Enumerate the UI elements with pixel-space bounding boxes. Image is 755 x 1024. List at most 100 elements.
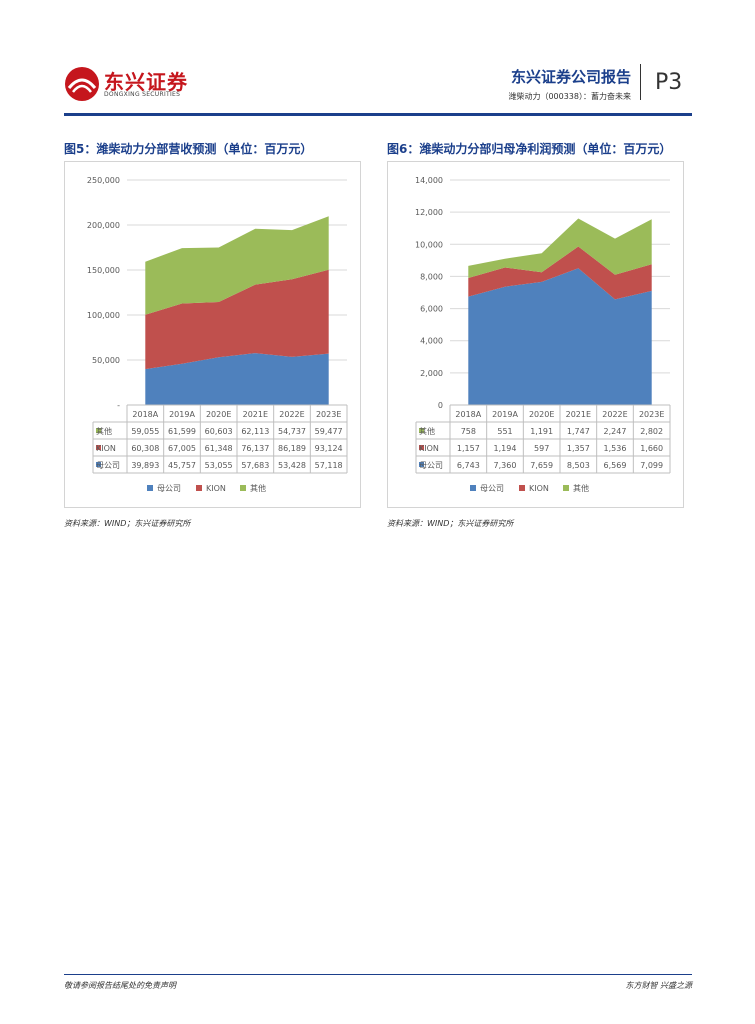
table-cell-value: 67,005 [168, 444, 196, 453]
table-cell-value: 6,569 [604, 461, 627, 470]
table-cell-value: 1,536 [604, 444, 627, 453]
figure-6-source: 资料来源：WIND；东兴证券研究所 [387, 519, 514, 528]
y-tick-label: 10,000 [415, 240, 443, 249]
table-legend-key [419, 428, 424, 433]
x-category-label: 2023E [316, 410, 341, 419]
x-category-label: 2023E [639, 410, 664, 419]
table-cell-value: 758 [461, 427, 476, 436]
table-legend-key [419, 445, 424, 450]
table-cell-value: 8,503 [567, 461, 590, 470]
table-legend-key [96, 462, 101, 467]
legend-swatch [563, 485, 569, 491]
x-category-label: 2022E [279, 410, 304, 419]
x-category-label: 2020E [529, 410, 554, 419]
table-cell-value: 59,055 [131, 427, 159, 436]
legend-label: KION [206, 484, 226, 493]
table-cell-value: 61,348 [205, 444, 233, 453]
table-cell-value: 57,683 [241, 461, 269, 470]
table-legend-key [96, 428, 101, 433]
figure-5-source: 资料来源：WIND；东兴证券研究所 [64, 519, 191, 528]
area-series-kion [145, 269, 329, 370]
legend-label: 母公司 [480, 484, 504, 493]
legend-label: 其他 [573, 483, 589, 493]
table-row-label: 母公司 [96, 461, 120, 470]
table-legend-key [419, 462, 424, 467]
x-category-label: 2020E [206, 410, 231, 419]
table-cell-value: 551 [497, 427, 512, 436]
table-cell-value: 86,189 [278, 444, 306, 453]
table-row-label: 其他 [96, 426, 112, 436]
x-category-label: 2021E [566, 410, 591, 419]
table-cell-value: 59,477 [315, 427, 343, 436]
x-category-label: 2022E [602, 410, 627, 419]
y-tick-label: 50,000 [92, 356, 120, 365]
x-category-label: 2021E [243, 410, 268, 419]
report-type: 东兴证券公司报告 [510, 68, 631, 86]
table-cell-value: 7,360 [494, 461, 517, 470]
table-cell-value: 53,428 [278, 461, 306, 470]
table-cell-value: 53,055 [205, 461, 233, 470]
figure-5-title: 图5：潍柴动力分部营收预测（单位：百万元） [64, 142, 313, 156]
footer-rule [64, 974, 692, 975]
y-tick-label: 250,000 [87, 176, 120, 185]
table-cell-value: 1,660 [640, 444, 663, 453]
table-cell-value: 62,113 [241, 427, 269, 436]
report-subtitle: 潍柴动力（000338）：蓄力奋未来 [508, 92, 631, 101]
legend-label: 母公司 [157, 484, 181, 493]
y-tick-label: 2,000 [420, 369, 443, 378]
legend-label: 其他 [250, 483, 266, 493]
x-category-label: 2018A [455, 410, 481, 419]
table-cell-value: 7,099 [640, 461, 663, 470]
y-tick-label: 150,000 [87, 266, 120, 275]
table-cell-value: 39,893 [131, 461, 159, 470]
figure-5-chart: - 50,000 100,000 150,000 200,000 250,000 2018A… [64, 161, 361, 508]
chart-svg: 0 2,000 4,000 6,000 8,000 10,000 12,000 14,000 2… [415, 176, 671, 493]
area-series-other [468, 218, 652, 278]
table-row-label: KION [419, 444, 439, 453]
area-series-parent [145, 353, 329, 405]
y-tick-label: 0 [438, 401, 443, 410]
legend-label: KION [529, 484, 549, 493]
table-cell-value: 57,118 [315, 461, 343, 470]
brand-name-cn: 东兴证券 [104, 70, 188, 94]
table-cell-value: 2,247 [604, 427, 627, 436]
y-tick-label: 4,000 [420, 337, 443, 346]
table-cell-value: 1,157 [457, 444, 480, 453]
table-cell-value: 54,737 [278, 427, 306, 436]
area-series-parent [468, 268, 652, 405]
area-series-kion [468, 246, 652, 300]
company-logo: 东兴证券 DONGXING SECURITIES [64, 64, 264, 104]
table-cell-value: 61,599 [168, 427, 196, 436]
table-cell-value: 1,357 [567, 444, 590, 453]
y-tick-label: 6,000 [420, 305, 443, 314]
table-cell-value: 45,757 [168, 461, 196, 470]
page-number: P3 [655, 70, 683, 95]
y-tick-label: 14,000 [415, 176, 443, 185]
table-row-label: 母公司 [419, 461, 443, 470]
table-cell-value: 1,747 [567, 427, 590, 436]
x-category-label: 2018A [132, 410, 158, 419]
header-divider [640, 64, 641, 100]
legend-swatch [196, 485, 202, 491]
legend-swatch [147, 485, 153, 491]
table-cell-value: 93,124 [315, 444, 343, 453]
x-category-label: 2019A [492, 410, 518, 419]
table-cell-value: 60,308 [131, 444, 159, 453]
header-rule [64, 113, 692, 116]
legend-swatch [519, 485, 525, 491]
y-tick-label: 12,000 [415, 208, 443, 217]
y-tick-label: 8,000 [420, 272, 443, 281]
footer-slogan: 东方财智 兴盛之源 [625, 981, 692, 990]
legend-swatch [470, 485, 476, 491]
figure-6-chart: 0 2,000 4,000 6,000 8,000 10,000 12,000 14,000 2… [387, 161, 684, 508]
figure-6-title: 图6：潍柴动力分部归母净利润预测（单位：百万元） [387, 142, 672, 156]
y-tick-label: - [117, 401, 120, 410]
table-row-label: 其他 [419, 426, 435, 436]
table-cell-value: 6,743 [457, 461, 480, 470]
table-cell-value: 7,659 [530, 461, 553, 470]
table-cell-value: 2,802 [640, 427, 663, 436]
table-cell-value: 597 [534, 444, 549, 453]
logo-emblem-icon [65, 67, 99, 101]
legend-swatch [240, 485, 246, 491]
brand-name-en: DONGXING SECURITIES [104, 91, 181, 98]
